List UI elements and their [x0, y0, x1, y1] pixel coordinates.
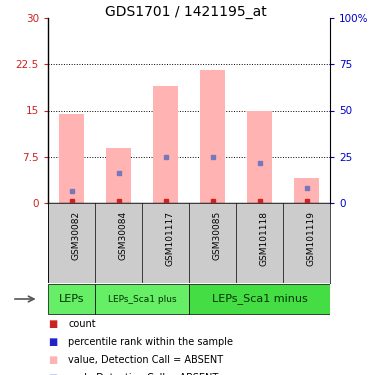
Bar [48, 284, 95, 314]
Text: rank, Detection Call = ABSENT: rank, Detection Call = ABSENT [68, 373, 219, 375]
Text: GSM101117: GSM101117 [165, 211, 174, 266]
Text: GDS1701 / 1421195_at: GDS1701 / 1421195_at [105, 5, 266, 19]
Bar [152, 86, 178, 203]
Bar [200, 70, 226, 203]
Text: count: count [68, 319, 96, 329]
Text: GSM101119: GSM101119 [306, 211, 315, 266]
Bar [59, 114, 85, 203]
Text: LEPs_Sca1 plus: LEPs_Sca1 plus [108, 294, 176, 303]
Text: ■: ■ [48, 319, 57, 329]
Text: ■: ■ [48, 355, 57, 365]
Bar [189, 284, 330, 314]
Bar [95, 284, 189, 314]
Text: GSM30085: GSM30085 [213, 211, 221, 260]
Text: ■: ■ [48, 373, 57, 375]
Text: ■: ■ [48, 337, 57, 347]
Text: GSM101118: GSM101118 [259, 211, 269, 266]
Bar [106, 147, 131, 203]
Bar [293, 178, 319, 203]
Text: GSM30084: GSM30084 [118, 211, 128, 260]
Bar [247, 111, 272, 203]
Text: GSM30082: GSM30082 [72, 211, 81, 260]
Text: LEPs_Sca1 minus: LEPs_Sca1 minus [211, 294, 308, 304]
Text: value, Detection Call = ABSENT: value, Detection Call = ABSENT [68, 355, 224, 365]
Text: LEPs: LEPs [59, 294, 84, 304]
Text: percentile rank within the sample: percentile rank within the sample [68, 337, 233, 347]
